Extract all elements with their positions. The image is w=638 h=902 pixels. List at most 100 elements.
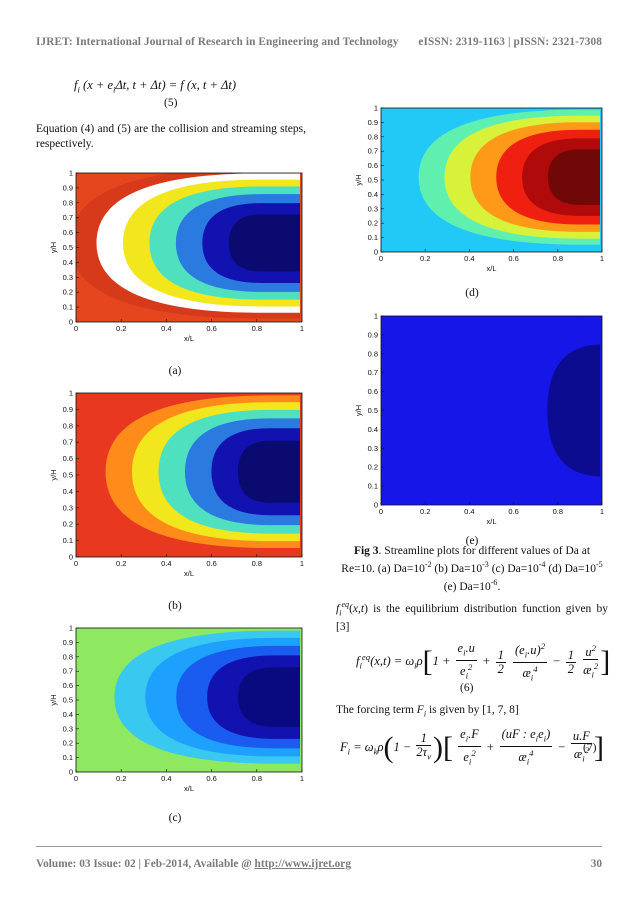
y-tick-label: 0.5 [63,471,73,480]
y-tick-label: 0.9 [63,405,73,414]
y-tick-label: 0 [69,553,73,562]
plot-d-label: (d) [465,287,479,299]
plot-e-label: (e) [465,535,479,547]
y-tick-label: 0.2 [368,219,378,228]
y-tick-label: 0.7 [368,147,378,156]
footer-volume: Volume: 03 Issue: 02 | Feb-2014, Availab… [36,858,351,870]
y-tick-label: 0.4 [63,710,73,719]
y-tick-label: 0.5 [368,176,378,185]
plot-b-label: (b) [168,600,182,612]
y-tick-label: 0.9 [368,330,378,339]
y-tick-label: 0.4 [368,190,378,199]
x-tick-label: 0 [379,507,383,516]
x-tick-label: 0.2 [116,774,126,783]
x-tick-label: 0 [74,324,78,333]
forcing-intro: The forcing term [336,704,414,716]
x-tick-label: 0.8 [553,254,563,263]
y-tick-label: 0.7 [63,213,73,222]
x-tick-label: 0.8 [252,559,262,568]
x-axis-label: x/L [184,334,194,343]
x-tick-label: 0 [74,774,78,783]
y-tick-label: 0.8 [63,198,73,207]
page-number: 30 [590,858,602,870]
x-tick-label: 0.2 [420,254,430,263]
forcing-paragraph: The forcing term Fi is given by [1, 7, 8… [336,704,519,719]
x-axis-label: x/L [486,264,496,273]
y-tick-label: 0.2 [63,520,73,529]
y-tick-label: 0.8 [63,421,73,430]
y-tick-label: 0.3 [63,724,73,733]
x-tick-label: 1 [300,324,304,333]
x-tick-label: 0.4 [464,507,474,516]
figure-caption: Fig 3. Streamline plots for different va… [341,545,603,593]
y-tick-label: 0.3 [368,444,378,453]
issn: eISSN: 2319-1163 | pISSN: 2321-7308 [418,36,602,48]
x-tick-label: 1 [300,559,304,568]
journal-link[interactable]: http://www.ijret.org [254,858,351,870]
y-tick-label: 0.1 [63,536,73,545]
equilibrium-paragraph: fieq(x,t) is the equilibrium distributio… [336,600,608,634]
y-tick-label: 0 [69,318,73,327]
y-tick-label: 0.4 [63,487,73,496]
page-footer: Volume: 03 Issue: 02 | Feb-2014, Availab… [36,858,602,870]
y-tick-label: 0.4 [368,425,378,434]
x-tick-label: 0.4 [161,324,171,333]
plot-b: 0 0.2 0.4 0.6 0.8 1 0 0.1 0.2 0.3 0.4 0.5 0.6 0.7 0.8 0… [49,389,304,579]
x-tick-label: 1 [300,774,304,783]
x-tick-label: 0.6 [508,254,518,263]
x-tick-label: 0.6 [206,774,216,783]
plot-e: 0 0.2 0.4 0.6 0.8 1 0 0.1 0.2 0.3 0.4 0.5 0.6 0.7 0.8 0… [354,312,604,527]
equation-7: Fi = ωkρ(1 − 1 2τv)[ ei.F ei2 + (uF : eiei… [340,727,604,767]
y-tick-label: 0.6 [368,161,378,170]
y-tick-label: 0.5 [63,696,73,705]
x-tick-label: 0.6 [206,559,216,568]
x-tick-label: 0.8 [252,774,262,783]
y-tick-label: 0.7 [63,438,73,447]
forcing-ref: is given by [1, 7, 8] [428,704,519,716]
plot-a-label: (a) [168,365,182,377]
x-tick-label: 0.6 [206,324,216,333]
y-tick-label: 0 [69,768,73,777]
y-axis-label: y/H [354,174,363,185]
y-tick-label: 0 [374,248,378,257]
y-tick-label: 0.6 [63,228,73,237]
page-header: IJRET: International Journal of Research… [36,36,602,48]
contour-band [237,440,300,503]
x-tick-label: 1 [600,507,604,516]
y-tick-label: 0.6 [63,681,73,690]
contour-band [228,214,300,272]
plot-d: 0 0.2 0.4 0.6 0.8 1 0 0.1 0.2 0.3 0.4 0.5 0.6 0.7 0.8 0… [354,104,604,274]
y-tick-label: 0.4 [63,258,73,267]
x-tick-label: 0.8 [553,507,563,516]
y-tick-label: 0.2 [63,739,73,748]
y-tick-label: 0.3 [63,503,73,512]
y-axis-label: y/H [354,405,363,416]
plot-a: 0 0.2 0.4 0.6 0.8 1 0 0.1 0.2 0.3 0.4 0.5 0.6 0.7 0.8 0… [49,169,304,344]
y-tick-label: 0.8 [63,652,73,661]
contour-band [548,149,600,205]
x-tick-label: 0.2 [116,324,126,333]
y-tick-label: 1 [374,104,378,113]
equation-5-number: (5) [164,97,178,109]
x-tick-label: 0 [74,559,78,568]
y-tick-label: 0.1 [368,482,378,491]
y-tick-label: 0.7 [63,667,73,676]
y-tick-label: 0.9 [368,118,378,127]
y-tick-label: 0.2 [368,463,378,472]
y-tick-label: 0.5 [63,243,73,252]
x-axis-label: x/L [184,569,194,578]
x-tick-label: 0.6 [508,507,518,516]
equation-5: fi (x + eiΔt, t + Δt) = f (x, t + Δt) [74,78,237,95]
plot-c-label: (c) [168,812,182,824]
equilibrium-intro: is the equilibrium distribution function… [336,602,608,634]
contour-band [547,344,602,477]
y-tick-label: 0.6 [368,387,378,396]
y-tick-label: 0.1 [63,753,73,762]
y-tick-label: 0.2 [63,288,73,297]
y-tick-label: 1 [69,389,73,398]
x-tick-label: 0.4 [161,559,171,568]
x-tick-label: 0.2 [116,559,126,568]
y-tick-label: 0 [374,501,378,510]
y-axis-label: y/H [49,469,58,480]
